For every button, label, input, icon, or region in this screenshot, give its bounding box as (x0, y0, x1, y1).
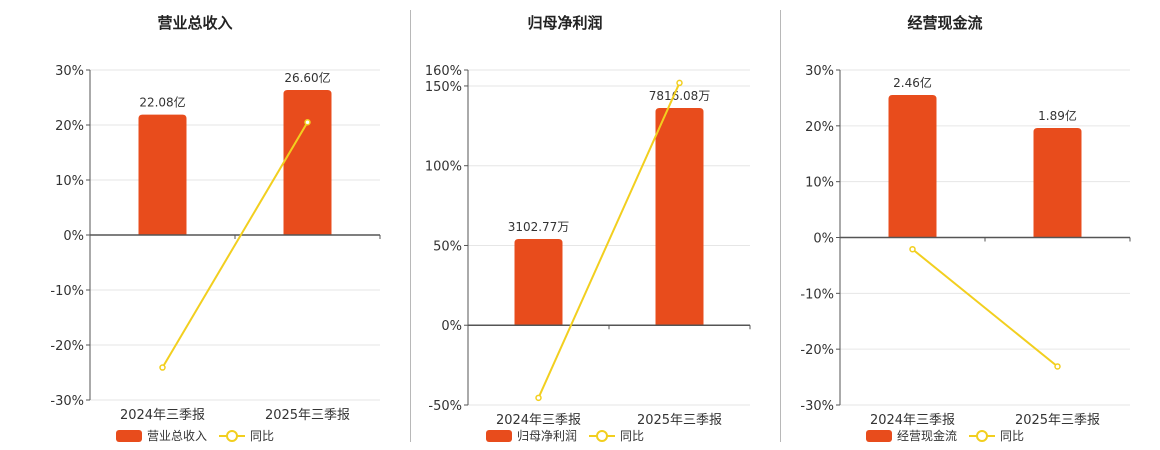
y-tick-label: 100% (425, 160, 462, 175)
bar (888, 95, 937, 238)
panel-divider (780, 10, 781, 442)
legend-line-label: 同比 (620, 429, 645, 443)
y-tick-label: -10% (50, 284, 84, 299)
chart-panel-operating-cash-flow: 经营现金流 30% 20% 10% 0% -10% -20% -30% 2.46亿 2024年三… (760, 0, 1131, 450)
yoy-point (676, 79, 683, 87)
legend-item-line[interactable]: 同比 (969, 427, 1024, 444)
y-tick-label: 20% (55, 119, 84, 134)
y-tick-label: 10% (805, 176, 834, 191)
chart-legend: 经营现金流 同比 (760, 427, 1130, 444)
legend-bar-label: 归母净利润 (516, 429, 577, 443)
chart-title: 营业总收入 (157, 14, 233, 32)
legend-bar-swatch (485, 429, 512, 442)
legend-item-bar[interactable]: 营业总收入 (115, 427, 207, 444)
legend-bar-label: 营业总收入 (146, 429, 207, 443)
x-tick-label: 2025年三季报 (265, 408, 350, 423)
legend-item-line[interactable]: 同比 (219, 427, 274, 444)
bar-data-label: 7816.08万 (649, 89, 711, 103)
chart-title: 经营现金流 (907, 14, 983, 32)
net-profit-chart-plot: 160%150% 100% 50% 0% -50% 3102.77万 2024年三季报 781… (425, 64, 751, 428)
y-tick-label: -10% (800, 287, 834, 302)
bar-data-label: 26.60亿 (284, 70, 330, 85)
chart-title: 归母净利润 (527, 14, 603, 32)
legend-bar-swatch (115, 429, 142, 442)
y-tick-label: 10% (55, 174, 84, 189)
y-tick-label: 0% (813, 232, 834, 247)
legend-line-label: 同比 (250, 429, 275, 443)
yoy-point (1054, 363, 1061, 370)
legend-line-swatch (969, 429, 995, 442)
y-tick-label: 50% (433, 239, 462, 254)
y-tick-label: -50% (428, 399, 462, 414)
cash-flow-chart-plot: 30% 20% 10% 0% -10% -20% -30% 2.46亿 2024年三季报 1.89… (800, 64, 1131, 428)
y-tick-label: 20% (805, 120, 834, 135)
legend-line-swatch (589, 429, 615, 442)
legend-bar-label: 经营现金流 (896, 429, 957, 443)
bar-data-label: 2.46亿 (893, 75, 932, 90)
chart-panel-net-profit: 归母净利润 160% 150% 100% 50% 0% -50% 3102.77万 2024年… (380, 0, 751, 450)
bar-data-label: 1.89亿 (1038, 108, 1077, 123)
bar (655, 108, 704, 326)
bar (514, 239, 563, 326)
legend-line-swatch (219, 429, 245, 442)
yoy-line (911, 248, 1059, 368)
bar-data-label: 22.08亿 (139, 95, 185, 110)
y-tick-label: 160% (425, 64, 462, 79)
y-tick-label: 150% (425, 80, 462, 95)
y-tick-label: 30% (805, 64, 834, 79)
x-tick-label: 2025年三季报 (637, 413, 722, 428)
x-tick-label: 2024年三季报 (496, 413, 581, 428)
x-tick-label: 2024年三季报 (120, 408, 205, 423)
legend-line-label: 同比 (1000, 429, 1025, 443)
chart-legend: 归母净利润 同比 (380, 427, 750, 444)
bar-data-label: 3102.77万 (508, 220, 570, 234)
yoy-point (535, 394, 542, 402)
x-tick-label: 2025年三季报 (1015, 413, 1100, 428)
legend-item-bar[interactable]: 经营现金流 (865, 427, 957, 444)
yoy-point (909, 245, 916, 253)
y-tick-label: 30% (55, 64, 84, 79)
y-tick-label: -20% (800, 343, 834, 358)
chart-legend: 营业总收入 同比 (10, 427, 380, 444)
bar (283, 90, 332, 235)
y-tick-label: 0% (63, 229, 84, 244)
yoy-line (537, 82, 681, 399)
yoy-point (159, 364, 166, 371)
bar (138, 114, 187, 235)
revenue-chart-plot: 30% 20% 10% 0% -10% -20% -30% 22.08亿 2024年三季报 26.… (50, 64, 381, 423)
y-tick-label: -20% (50, 339, 84, 354)
chart-panel-revenue: 营业总收入 30% 20% 10% 0% -10% -20% -30% 22.08亿 2024年… (10, 0, 381, 450)
panel-divider (410, 10, 411, 442)
y-tick-label: -30% (50, 394, 84, 409)
yoy-point (304, 119, 311, 126)
legend-item-line[interactable]: 同比 (589, 427, 644, 444)
y-tick-label: 0% (441, 319, 462, 334)
legend-bar-swatch (865, 429, 892, 442)
yoy-line (161, 121, 309, 369)
legend-item-bar[interactable]: 归母净利润 (485, 427, 577, 444)
bar (1033, 128, 1082, 238)
y-tick-label: -30% (800, 399, 834, 414)
x-tick-label: 2024年三季报 (870, 413, 955, 428)
